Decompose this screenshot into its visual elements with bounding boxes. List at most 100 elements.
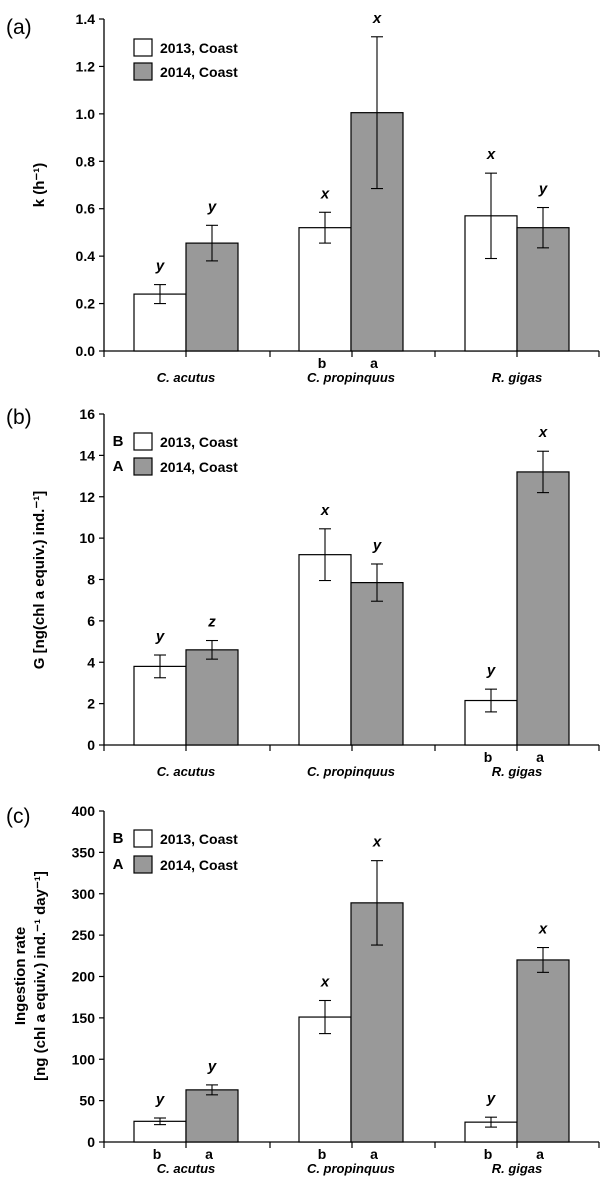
category-label: C. acutus [157,370,216,385]
bar [185,1089,239,1143]
significance-letter: x [320,973,330,990]
significance-letter: y [486,662,496,679]
legend-swatch [133,829,153,848]
legend-letter: B [113,830,124,847]
year-letter: b [318,1146,327,1162]
significance-letter: y [207,1058,217,1075]
legend-label: 2013, Coast [160,40,238,56]
legend-label: 2014, Coast [160,459,238,475]
y-tick-label: 0 [87,737,95,753]
bar [298,1016,352,1143]
significance-letter: y [372,537,382,554]
category-label: C. propinquus [307,764,395,779]
y-tick-label: 50 [79,1093,95,1109]
y-tick-label: 0.4 [76,248,96,264]
chart-panel-1: (a) 0.0 0.2 0.4 0.6 0.8 1.0 1.2 1.4 y y C. acutus x b… [6,10,600,385]
bar [350,112,404,352]
panel-label: (b) [6,406,32,429]
legend-label: 2013, Coast [160,434,238,450]
y-tick-label: 8 [87,572,95,588]
panel-label: (a) [6,16,32,39]
bar [350,582,404,746]
bar [516,471,570,746]
year-letter: b [484,1146,493,1162]
legend-swatch [133,38,153,57]
bar [516,959,570,1143]
significance-letter: x [486,146,496,163]
significance-letter: y [155,1091,165,1108]
significance-letter: x [372,10,382,27]
y-tick-label: 1.2 [76,58,96,74]
bar [298,227,352,352]
y-axis-label: Ingestion rate [12,927,29,1025]
chart-panel-2: (b) 0 2 4 6 8 10 12 14 16 y z C. acutus x y C. propinqu… [6,406,600,779]
significance-letter: z [207,614,216,631]
legend-swatch [133,457,153,476]
significance-letter: x [538,921,548,938]
y-axis-label-2: [ng (chl a equiv.) ind.⁻¹ day⁻¹] [32,871,49,1081]
y-tick-label: 0.8 [76,153,96,169]
significance-letter: y [155,258,165,275]
category-label: C. propinquus [307,1161,395,1176]
bar [298,554,352,746]
legend-swatch [133,432,153,451]
year-letter: a [370,1146,378,1162]
legend-letter: B [113,433,124,450]
y-tick-label: 400 [72,803,96,819]
y-tick-label: 1.4 [76,11,96,27]
y-tick-label: 2 [87,696,95,712]
legend-label: 2014, Coast [160,64,238,80]
category-label: R. gigas [492,764,543,779]
y-tick-label: 12 [79,489,95,505]
year-letter: a [370,355,378,371]
bar [185,649,239,746]
year-letter: a [536,1146,544,1162]
legend-swatch [133,855,153,874]
year-letter: b [484,749,493,765]
y-axis-label: G [ng(chl a equiv.) ind.⁻¹] [31,491,48,669]
y-tick-label: 0.2 [76,296,96,312]
legend-label: 2014, Coast [160,857,238,873]
legend-letter: A [113,856,124,873]
year-letter: a [205,1146,213,1162]
y-tick-label: 10 [79,530,95,546]
category-label: C. acutus [157,764,216,779]
year-letter: a [536,749,544,765]
y-tick-label: 350 [72,844,96,860]
panel-label: (c) [6,805,31,828]
y-tick-label: 6 [87,613,95,629]
y-axis-label: k (h⁻¹) [31,163,48,208]
significance-letter: x [538,424,548,441]
significance-letter: y [155,628,165,645]
significance-letter: x [320,185,330,202]
category-label: R. gigas [492,370,543,385]
year-letter: b [318,355,327,371]
significance-letter: y [538,181,548,198]
significance-letter: x [372,834,382,851]
y-tick-label: 100 [72,1051,96,1067]
y-tick-label: 14 [79,447,95,463]
legend-swatch [133,62,153,81]
legend-label: 2013, Coast [160,831,238,847]
year-letter: b [153,1146,162,1162]
category-label: C. acutus [157,1161,216,1176]
y-tick-label: 16 [79,406,95,422]
bar [133,665,187,746]
y-tick-label: 150 [72,1010,96,1026]
y-tick-label: 4 [87,654,95,670]
y-tick-label: 0.0 [76,343,96,359]
significance-letter: x [320,502,330,519]
category-label: C. propinquus [307,370,395,385]
y-tick-label: 300 [72,886,96,902]
y-tick-label: 0.6 [76,201,96,217]
legend-letter: A [113,458,124,475]
y-tick-label: 250 [72,927,96,943]
y-tick-label: 200 [72,969,96,985]
y-tick-label: 0 [87,1134,95,1150]
significance-letter: y [207,198,217,215]
significance-letter: y [486,1090,496,1107]
category-label: R. gigas [492,1161,543,1176]
y-tick-label: 1.0 [76,106,96,122]
